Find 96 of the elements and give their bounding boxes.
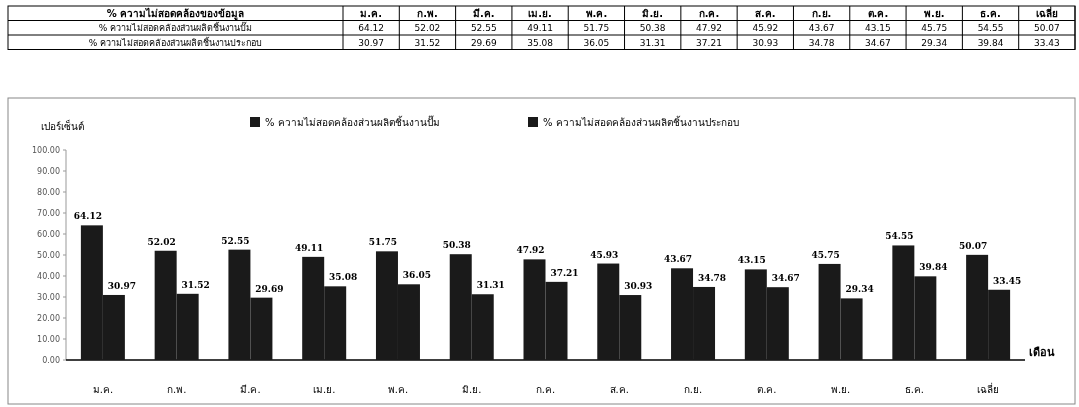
data-label: 52.55 [221, 235, 250, 246]
y-tick-label: 0.00 [42, 356, 60, 365]
text: 36.05 [583, 37, 610, 48]
data-label: 30.97 [107, 280, 136, 291]
category-label: มิ.ย. [642, 7, 663, 19]
y-tick-label: 70.00 [37, 209, 60, 218]
data-label: 36.05 [402, 270, 432, 281]
data-label: 51.75 [368, 237, 398, 248]
legend-label: % ความไม่สอดคล้องส่วนผลิตชิ้นงานปั๊ม [265, 115, 440, 128]
x-tick-label: มิ.ย. [462, 384, 482, 395]
category-label: เฉลี่ย [1035, 5, 1058, 19]
y-tick-label: 80.00 [37, 188, 60, 197]
category-label: มี.ค. [472, 7, 495, 19]
category-label: พ.ย. [923, 7, 945, 19]
text: 30.93 [752, 37, 779, 48]
text: 30.97 [358, 37, 385, 48]
text: 35.08 [527, 37, 553, 48]
text: 51.75 [583, 23, 610, 33]
data-label: 45.75 [811, 249, 840, 260]
y-tick-label: 100.00 [32, 146, 60, 155]
category-label: เม.ย. [528, 7, 552, 19]
text: 34.78 [808, 37, 835, 48]
text: 33.43 [1033, 37, 1060, 48]
text: 52.55 [470, 23, 497, 33]
text: 47.92 [696, 23, 722, 33]
data-label: 45.93 [590, 249, 619, 260]
category-label: ส.ค. [755, 7, 776, 19]
data-label: 29.34 [845, 284, 874, 295]
y-axis-title: เปอร์เซ็นต์ [40, 119, 84, 132]
category-label: ก.ย. [811, 7, 832, 19]
text: 49.11 [527, 23, 553, 33]
text: 43.67 [808, 23, 835, 33]
category-label: ม.ค. [360, 7, 382, 19]
text: 29.34 [921, 37, 948, 48]
text: 50.07 [1033, 23, 1060, 33]
data-label: 52.02 [147, 236, 176, 247]
category-label: พ.ค. [585, 7, 608, 19]
y-tick-label: 40.00 [37, 272, 60, 281]
data-label: 34.67 [771, 273, 800, 284]
data-label: 39.84 [919, 262, 948, 273]
data-label: 43.67 [663, 254, 693, 265]
category-label: ธ.ค. [980, 7, 1001, 19]
data-label: 47.92 [516, 245, 545, 256]
data-label: 29.69 [255, 283, 284, 294]
text: 54.55 [977, 23, 1004, 33]
text: 64.12 [358, 23, 385, 33]
data-label: 50.38 [442, 240, 471, 251]
data-label: 49.11 [295, 242, 324, 253]
data-label: 31.31 [476, 280, 505, 291]
category-label: ก.ค. [698, 7, 720, 19]
category-label: ต.ค. [867, 7, 889, 19]
legend-label: % ความไม่สอดคล้องส่วนผลิตชิ้นงานประกอบ [543, 115, 739, 128]
y-tick-label: 30.00 [37, 293, 60, 302]
x-tick-label: พ.ค. [387, 384, 409, 395]
y-tick-label: 50.00 [37, 251, 60, 260]
data-label: 43.15 [737, 255, 766, 266]
y-tick-label: 10.00 [37, 335, 60, 344]
text: 29.69 [470, 37, 497, 48]
x-axis-title: เดือน [1029, 346, 1055, 359]
text: 31.52 [414, 37, 441, 48]
x-tick-label: เฉลี่ย [977, 382, 1000, 395]
text: 45.92 [752, 23, 779, 33]
x-tick-label: มี.ค. [240, 384, 261, 395]
text: 43.15 [865, 23, 891, 33]
category-label: % ความไม่สอดคล้องส่วนผลิตชิ้นงานปั๊ม [98, 23, 253, 33]
data-label: 50.07 [959, 240, 988, 251]
x-tick-label: ม.ค. [92, 384, 114, 395]
x-tick-label: ก.ย. [683, 384, 703, 395]
y-tick-label: 60.00 [37, 230, 60, 239]
text: % ความไม่สอดคล้องของข้อมูล [106, 6, 245, 21]
text: 45.75 [921, 23, 948, 33]
data-label: 34.78 [697, 272, 727, 283]
text: 37.21 [696, 37, 722, 48]
y-tick-label: 90.00 [37, 167, 60, 176]
x-tick-label: พ.ย. [830, 384, 851, 395]
x-tick-label: ส.ค. [609, 384, 629, 395]
data-label: 54.55 [885, 231, 914, 242]
data-label: 33.45 [993, 275, 1022, 286]
x-tick-label: ก.ค. [535, 384, 556, 395]
x-tick-label: เม.ย. [313, 384, 336, 395]
data-label: 37.21 [550, 267, 579, 278]
category-label: % ความไม่สอดคล้องส่วนผลิตชิ้นงานประกอบ [88, 37, 263, 48]
y-tick-label: 20.00 [37, 314, 60, 323]
category-label: ก.พ. [417, 7, 438, 19]
data-label: 64.12 [73, 211, 102, 222]
data-label: 30.93 [624, 281, 653, 292]
text: 34.67 [865, 37, 891, 48]
x-tick-label: ก.พ. [166, 384, 187, 395]
text: 50.38 [639, 23, 666, 33]
data-label: 31.52 [181, 279, 210, 290]
x-tick-label: ต.ค. [757, 384, 777, 395]
text: 39.84 [977, 37, 1004, 48]
data-label: 35.08 [329, 272, 358, 283]
text: 31.31 [639, 37, 666, 48]
text: 52.02 [414, 23, 441, 33]
x-tick-label: ธ.ค. [904, 384, 925, 395]
